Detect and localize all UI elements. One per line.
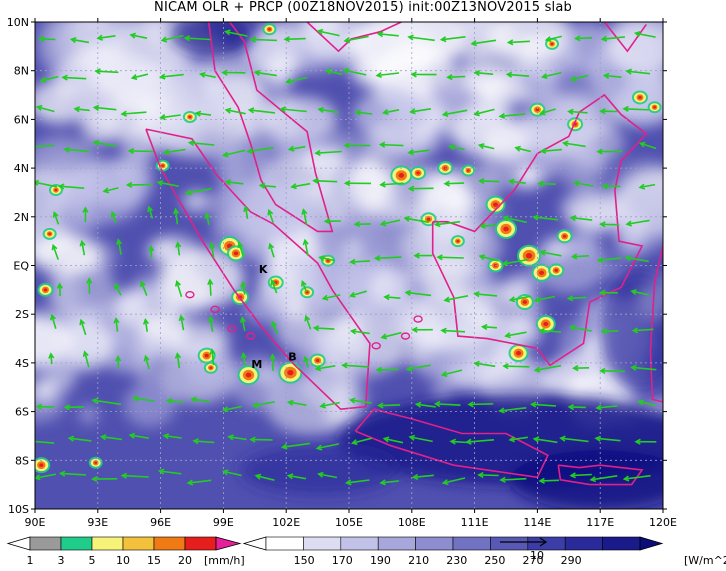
olr-colorbar-label: 190 bbox=[370, 554, 391, 567]
lat-label: 2N bbox=[14, 211, 29, 224]
precip-colorbar-label: 3 bbox=[58, 554, 65, 567]
olr-colorbar-label: 170 bbox=[332, 554, 353, 567]
olr-colorbar-label: 270 bbox=[523, 554, 544, 567]
lon-label: 105E bbox=[335, 516, 363, 529]
olr-colorbar-label: 290 bbox=[561, 554, 582, 567]
wind-vectors bbox=[35, 28, 657, 486]
precip-colorbar: 1 3 5 10 15 20 [mm/h] bbox=[6, 536, 245, 567]
lon-label: 96E bbox=[150, 516, 171, 529]
lon-label: 108E bbox=[398, 516, 426, 529]
point-label: B bbox=[288, 350, 296, 363]
olr-field: K M B bbox=[35, 22, 663, 509]
olr-unit: [W/m^2] bbox=[684, 554, 726, 567]
lat-label: 2S bbox=[15, 308, 29, 321]
gridlines bbox=[35, 22, 663, 509]
lat-label: 8N bbox=[14, 65, 29, 78]
precip-colorbar-label: 10 bbox=[116, 554, 130, 567]
precip-colorbar-label: 15 bbox=[147, 554, 161, 567]
lon-label: 111E bbox=[461, 516, 489, 529]
olr-colorbar: 150 170 190 210 230 250 270 290 [W/m^2] 10 bbox=[242, 536, 726, 567]
lon-label: 99E bbox=[213, 516, 234, 529]
reference-vector-label: 10 bbox=[530, 549, 544, 562]
latitude-labels: 10N 8N 6N 4N 2N EQ 2S 4S 6S 8S 10S bbox=[7, 16, 30, 516]
lon-label: 120E bbox=[649, 516, 677, 529]
precipitation-cells bbox=[35, 23, 662, 474]
lat-label: 8S bbox=[15, 454, 29, 467]
lon-label: 117E bbox=[586, 516, 614, 529]
precip-unit: [mm/h] bbox=[204, 554, 245, 567]
longitude-labels: 90E 93E 96E 99E 102E 105E 108E 111E 114E 117E 120E bbox=[25, 516, 677, 529]
lat-label: 10S bbox=[8, 503, 29, 516]
olr-colorbar-label: 150 bbox=[294, 554, 315, 567]
lat-label: 6N bbox=[14, 113, 29, 126]
lon-label: 102E bbox=[272, 516, 300, 529]
lon-label: 114E bbox=[523, 516, 551, 529]
axis-ticks bbox=[31, 18, 667, 513]
point-label: K bbox=[259, 263, 268, 276]
lat-label: 4N bbox=[14, 162, 29, 175]
point-labels: K M B bbox=[251, 263, 296, 371]
lon-label: 90E bbox=[25, 516, 46, 529]
precip-colorbar-label: 5 bbox=[89, 554, 96, 567]
olr-colorbar-label: 230 bbox=[446, 554, 467, 567]
lat-label: 10N bbox=[7, 16, 29, 29]
precip-colorbar-label: 1 bbox=[27, 554, 34, 567]
lat-label: 6S bbox=[15, 406, 29, 419]
map-title: NICAM OLR + PRCP (00Z18NOV2015) init:00Z… bbox=[154, 0, 572, 15]
olr-colorbar-label: 250 bbox=[484, 554, 505, 567]
point-label: M bbox=[251, 358, 262, 371]
lat-label: EQ bbox=[13, 260, 29, 273]
precip-colorbar-label: 20 bbox=[178, 554, 192, 567]
olr-colorbar-label: 210 bbox=[408, 554, 429, 567]
lon-label: 93E bbox=[87, 516, 108, 529]
lat-label: 4S bbox=[15, 357, 29, 370]
